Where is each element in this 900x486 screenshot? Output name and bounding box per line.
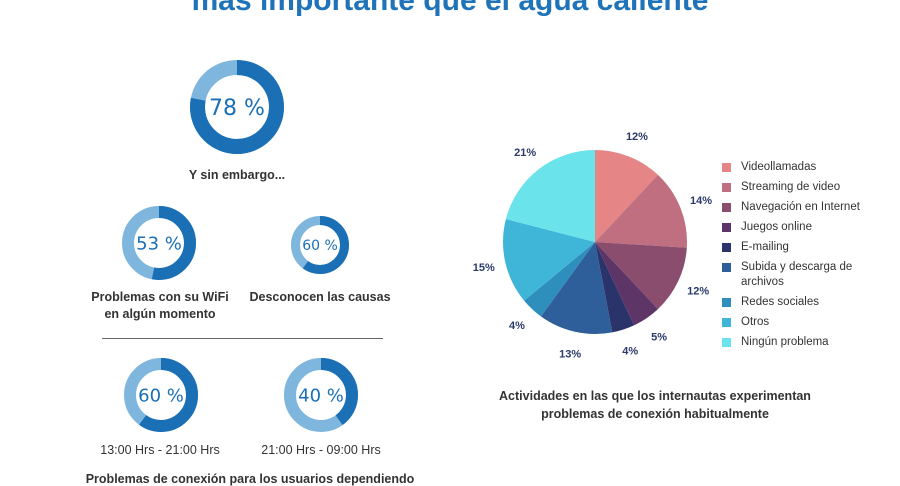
pie-chart: 12% 14% 12% 5% 4% 13% 4% 15% 21% [473,131,712,360]
legend-swatch [722,163,731,172]
donut-value-arc [190,60,284,154]
legend-swatch [722,223,731,232]
donut-value-arc [291,216,349,274]
bottom-caption: Problemas de conexión para los usuarios … [85,472,415,486]
pie-slice [595,242,635,333]
legend-swatch [722,243,731,252]
pie-slice-label: 13% [559,348,581,360]
donut-label: 60 % [302,238,338,254]
caption-60-day: 13:00 Hrs - 21:00 Hrs [100,443,220,457]
legend-swatch [722,338,731,347]
legend-label: Otros [741,316,770,328]
donut-svg: 60 % [291,216,349,274]
pie-slice [540,242,613,334]
donut-label: 78 % [209,96,265,121]
legend-item: Ningún problema [722,335,892,350]
pie-slice [595,174,687,248]
donut-40-night: 40 % [284,358,358,432]
pie-slice [595,150,658,242]
legend-swatch [722,318,731,327]
caption-78: Y sin embargo... [188,168,286,182]
legend-swatch [722,298,731,307]
donut-svg: 53 % [122,206,196,280]
pie-slice [524,242,595,317]
donut-value-arc [124,358,198,432]
donut-label: 53 % [136,233,182,254]
caption-53-line1: Problemas con su WiFi [91,290,229,304]
legend-item: Juegos online [722,220,892,235]
donut-label: 40 % [298,385,344,406]
legend-item: Streaming de video [722,180,892,195]
legend-swatch [722,203,731,212]
divider-line [102,338,383,339]
pie-slice-label: 12% [687,286,709,298]
donut-60-causes: 60 % [291,216,349,274]
legend-swatch [722,183,731,192]
caption-53: Problemas con su WiFi en algún momento [70,289,250,323]
pie-slice-label: 4% [622,345,638,357]
legend-item: Otros [722,315,892,330]
pie-caption: Actividades en las que los internautas e… [470,387,840,423]
donut-60-day: 60 % [124,358,198,432]
legend-label: Navegación en Internet [741,201,860,213]
caption-60-causes: Desconocen las causas [249,290,391,304]
pie-slice [505,150,595,242]
legend-swatch [722,263,731,272]
pie-slice [595,242,658,326]
donut-78: 78 % [190,60,284,154]
legend-label: Videollamadas [741,161,817,173]
donut-value-arc [122,206,196,280]
pie-slice-label: 12% [626,131,648,143]
caption-40-night: 21:00 Hrs - 09:00 Hrs [261,443,381,457]
legend-label: Juegos online [741,221,812,233]
pie-caption-line2: problemas de conexión habitualmente [541,407,769,421]
legend-item: Subida y descarga de archivos [722,260,892,290]
pie-slice-label: 14% [690,195,712,207]
donut-svg: 40 % [284,358,358,432]
legend-label: Streaming de video [741,181,841,193]
legend-label: Ningún problema [741,336,829,348]
pie-slice-label: 15% [473,262,495,274]
pie-slice-label: 4% [509,320,525,332]
donut-value-arc [284,358,358,432]
page-title: más importante que el agua caliente [191,0,709,17]
pie-caption-line1: Actividades en las que los internautas e… [499,389,811,403]
caption-53-line2: en algún momento [104,307,216,321]
pie-slice [503,219,595,301]
donut-svg: 60 % [124,358,198,432]
donut-label: 60 % [138,385,184,406]
pie-legend: Videollamadas Streaming de video Navegació… [722,160,892,355]
pie-slice-label: 21% [514,147,536,159]
legend-label: E-mailing [741,241,789,253]
legend-item: E-mailing [722,240,892,255]
donut-53: 53 % [122,206,196,280]
pie-slice [595,242,687,310]
legend-item: Redes sociales [722,295,892,310]
donut-svg: 78 % [190,60,284,154]
pie-slice-label: 5% [651,331,667,343]
legend-item: Navegación en Internet [722,200,892,215]
legend-item: Videollamadas [722,160,892,175]
legend-label: Subida y descarga de archivos [741,261,853,288]
legend-label: Redes sociales [741,296,819,308]
